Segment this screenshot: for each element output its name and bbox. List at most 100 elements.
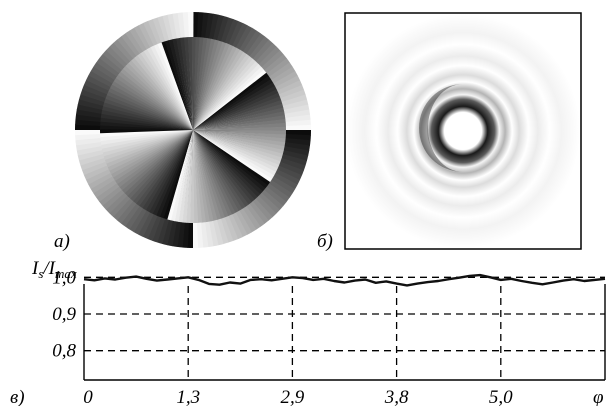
phase-sector — [119, 130, 193, 191]
phase-sector — [100, 130, 193, 142]
phase-sector — [191, 37, 196, 131]
intensity-ring-shading — [419, 84, 463, 172]
phase-sector — [114, 130, 193, 185]
phase-sector — [109, 130, 193, 175]
phase-sector — [193, 82, 275, 130]
phase-sector — [135, 130, 193, 206]
phase-sector — [193, 130, 277, 176]
phase-sector — [193, 130, 239, 213]
phase-sector — [163, 130, 193, 220]
phase-sector — [139, 130, 193, 209]
phase-sector — [193, 79, 274, 130]
phase-sector — [125, 62, 193, 131]
phase-sector — [193, 54, 251, 131]
phase-sector — [150, 45, 193, 130]
phase-sector — [193, 75, 272, 130]
phase-sector — [172, 38, 193, 130]
phase-sector — [121, 130, 193, 194]
phase-sector — [193, 130, 225, 219]
phase-sector — [104, 130, 193, 164]
phase-sector — [193, 130, 261, 198]
phase-sector — [193, 92, 280, 130]
phase-sector — [128, 60, 193, 130]
phase-sector — [132, 130, 193, 204]
phase-sector — [193, 43, 230, 131]
phase-sector — [190, 130, 195, 223]
phase-plate-panel — [74, 11, 312, 249]
phase-sector — [193, 41, 227, 130]
phase-sector — [193, 130, 275, 180]
phase-sector — [142, 130, 193, 211]
phase-sector — [193, 130, 210, 223]
phase-sector — [193, 126, 286, 132]
phase-sector — [120, 68, 193, 130]
phase-sector — [193, 130, 281, 166]
phase-sector — [106, 91, 193, 130]
phase-sector — [183, 37, 193, 131]
phase-sector — [193, 118, 286, 130]
phase-sector — [149, 130, 193, 214]
x-tick-label: 5,0 — [489, 387, 513, 406]
phase-sector — [187, 37, 193, 130]
phase-sector — [104, 98, 193, 130]
phase-sector — [193, 130, 246, 210]
phase-sector — [193, 130, 214, 222]
phase-sector — [100, 130, 193, 138]
phase-sector — [193, 130, 273, 183]
intensity-ring-pattern — [346, 14, 580, 248]
plot-grid — [83, 276, 606, 381]
phase-sector — [193, 130, 229, 218]
phase-sector — [161, 41, 193, 130]
phase-sector — [193, 89, 279, 130]
y-tick-labels: 1,0 0,9 0,8 — [52, 267, 76, 361]
phase-sector — [193, 69, 267, 130]
phase-sector — [130, 130, 193, 202]
phase-sector — [164, 40, 193, 130]
phase-sector — [106, 130, 193, 168]
phase-sector — [193, 72, 269, 130]
phase-sector — [112, 130, 193, 181]
phase-sector — [100, 130, 193, 145]
phase-sector — [109, 84, 193, 130]
phase-sector — [193, 130, 249, 207]
phase-sector — [134, 55, 193, 131]
phase-sector — [193, 130, 243, 212]
y-tick-label: 0,8 — [52, 341, 76, 362]
phase-sector — [147, 47, 193, 130]
phase-sector — [107, 130, 193, 171]
phase-sector — [137, 53, 193, 130]
phase-sector — [193, 130, 271, 186]
phase-sector — [193, 130, 268, 189]
x-tick-label: 3,8 — [384, 387, 409, 406]
y-tick-label: 1,0 — [52, 267, 76, 288]
intensity-plot: 1,0 0,9 0,8 0 1,3 2,9 3,8 5,0 Is/Imax φ — [31, 258, 606, 406]
phase-sector — [111, 130, 193, 178]
x-tick-label: 2,9 — [281, 387, 305, 406]
phase-sector — [193, 130, 233, 217]
phase-sector — [193, 51, 247, 130]
phase-sector — [193, 111, 285, 130]
phase-sector — [111, 80, 193, 130]
phase-sector — [101, 130, 193, 153]
phase-sector — [193, 130, 255, 203]
phase-sector — [193, 56, 254, 130]
phase-sector — [193, 115, 286, 130]
phase-sector — [193, 85, 277, 130]
phase-sector — [193, 122, 286, 130]
x-axis-label: φ — [593, 387, 604, 406]
x-tick-labels: 0 1,3 2,9 3,8 5,0 — [83, 387, 513, 406]
phase-sector — [193, 44, 234, 130]
phase-sector — [159, 130, 193, 219]
intensity-pattern-panel — [344, 12, 582, 250]
phase-sector — [193, 130, 203, 223]
phase-sector — [124, 130, 193, 196]
phase-sector — [180, 37, 193, 130]
phase-sector — [193, 49, 244, 130]
phase-sector — [103, 130, 193, 160]
phase-sector — [143, 48, 193, 131]
phase-sector — [131, 57, 193, 131]
phase-sector — [193, 100, 283, 130]
phase-sector — [123, 65, 193, 130]
phase-sector — [193, 130, 222, 220]
x-tick-label: 1,3 — [176, 387, 200, 406]
